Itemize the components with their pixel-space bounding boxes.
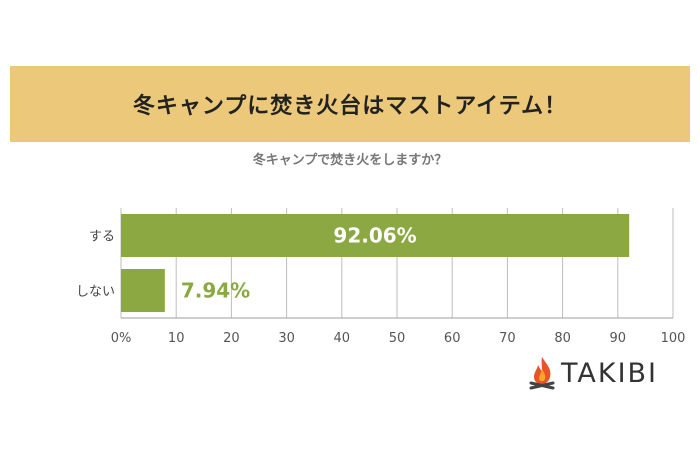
bar-1 bbox=[121, 269, 165, 312]
x-tick-label-90: 90 bbox=[610, 331, 627, 346]
x-tick-label-60: 60 bbox=[444, 331, 461, 346]
x-tick-label-30: 30 bbox=[278, 331, 295, 346]
category-label-1: しない bbox=[76, 285, 115, 300]
title-banner: 冬キャンプに焚き火台はマストアイテム！ bbox=[10, 66, 690, 142]
campfire-icon bbox=[529, 357, 555, 390]
x-tick-label-50: 50 bbox=[389, 331, 406, 346]
x-tick-label-20: 20 bbox=[223, 331, 240, 346]
x-tick-label-70: 70 bbox=[499, 331, 516, 346]
brand-name: TAKIBI bbox=[561, 357, 659, 389]
category-label-0: する bbox=[89, 230, 115, 245]
bar-0 bbox=[121, 214, 630, 257]
x-tick-label-10: 10 bbox=[168, 331, 185, 346]
x-tick-label-40: 40 bbox=[334, 331, 351, 346]
x-tick-label-100: 100 bbox=[661, 331, 686, 346]
brand-logo: TAKIBI bbox=[527, 354, 658, 392]
data-label-0: 92.06% bbox=[333, 224, 416, 248]
x-tick-label-80: 80 bbox=[554, 331, 571, 346]
data-label-1: 7.94% bbox=[181, 279, 250, 303]
x-tick-label-0: 0% bbox=[111, 331, 132, 346]
banner-title: 冬キャンプに焚き火台はマストアイテム！ bbox=[132, 94, 568, 119]
chart-title: 冬キャンプで焚き火をしますか？ bbox=[252, 153, 448, 168]
